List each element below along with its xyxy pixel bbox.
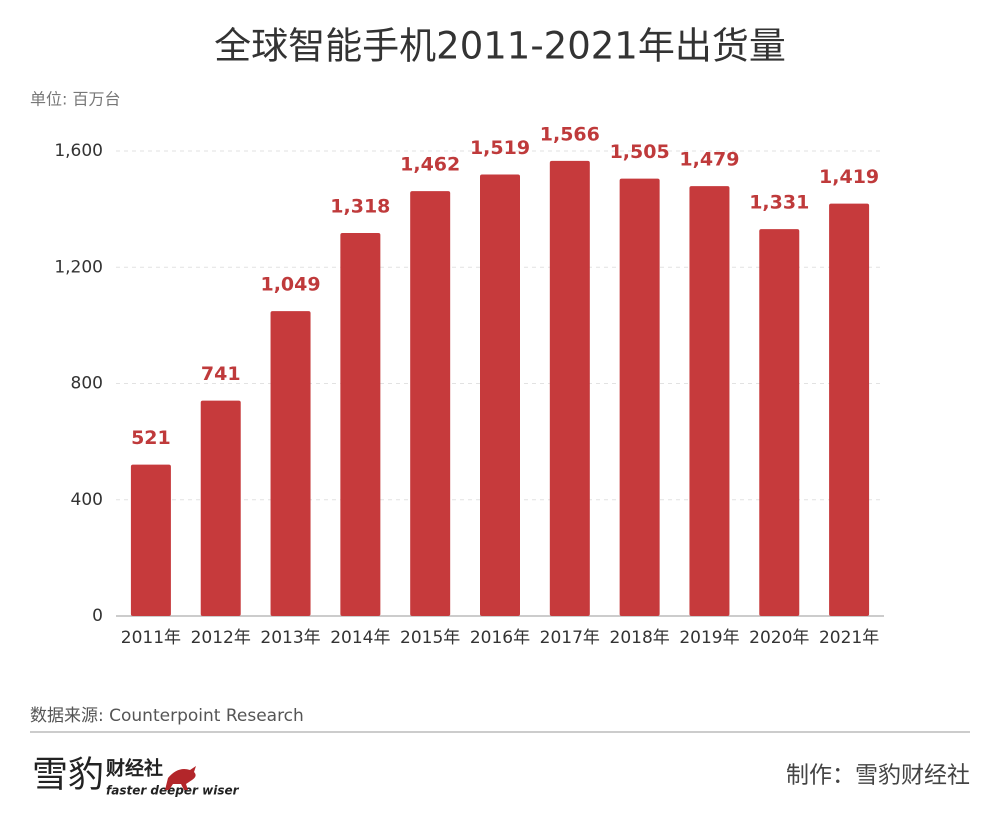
credit: 制作：雪豹财经社 <box>786 763 970 789</box>
x-tick-label: 2015年 <box>400 628 460 648</box>
value-label: 1,505 <box>610 141 670 163</box>
source-note: 数据来源: Counterpoint Research <box>30 706 304 726</box>
bar <box>200 400 241 616</box>
x-tick-label: 2011年 <box>121 628 181 648</box>
value-label: 1,419 <box>819 166 879 188</box>
bar <box>759 229 800 616</box>
x-tick-label: 2014年 <box>330 628 390 648</box>
bar <box>480 174 520 616</box>
x-tick-label: 2021年 <box>819 628 879 648</box>
y-tick-label: 1,200 <box>54 257 103 277</box>
logo-name: 雪豹 <box>32 754 104 794</box>
bar <box>619 178 660 616</box>
x-tick-label: 2018年 <box>610 628 670 648</box>
value-label: 741 <box>201 363 241 385</box>
x-tick-label: 2020年 <box>749 628 809 648</box>
chart-title: 全球智能手机2011-2021年出货量 <box>214 25 786 68</box>
bar <box>829 203 870 616</box>
value-label: 1,566 <box>540 123 600 145</box>
bar <box>340 232 381 617</box>
unit-label: 单位: 百万台 <box>30 90 120 109</box>
y-tick-label: 0 <box>92 606 103 626</box>
x-tick-label: 2013年 <box>260 628 320 648</box>
value-label: 1,049 <box>260 274 320 296</box>
y-tick-label: 1,600 <box>54 141 103 161</box>
bar <box>689 186 730 616</box>
bar <box>410 191 451 616</box>
x-tick-label: 2016年 <box>470 628 530 648</box>
x-tick-label: 2017年 <box>540 628 600 648</box>
logo-icon <box>165 766 196 790</box>
value-label: 521 <box>131 427 171 449</box>
bar <box>549 160 590 616</box>
x-tick-label: 2019年 <box>679 628 739 648</box>
value-label: 1,331 <box>749 192 809 214</box>
logo-suffix: 财经社 <box>106 756 163 779</box>
value-label: 1,318 <box>330 195 390 217</box>
value-label: 1,462 <box>400 154 460 176</box>
x-tick-label: 2012年 <box>191 628 251 648</box>
value-label: 1,479 <box>679 149 739 171</box>
bar <box>130 464 171 616</box>
logo-tagline: faster deeper wiser <box>106 784 240 798</box>
value-label: 1,519 <box>470 137 530 159</box>
y-tick-label: 800 <box>71 374 103 394</box>
y-tick-label: 400 <box>71 490 103 510</box>
bar <box>270 311 311 616</box>
